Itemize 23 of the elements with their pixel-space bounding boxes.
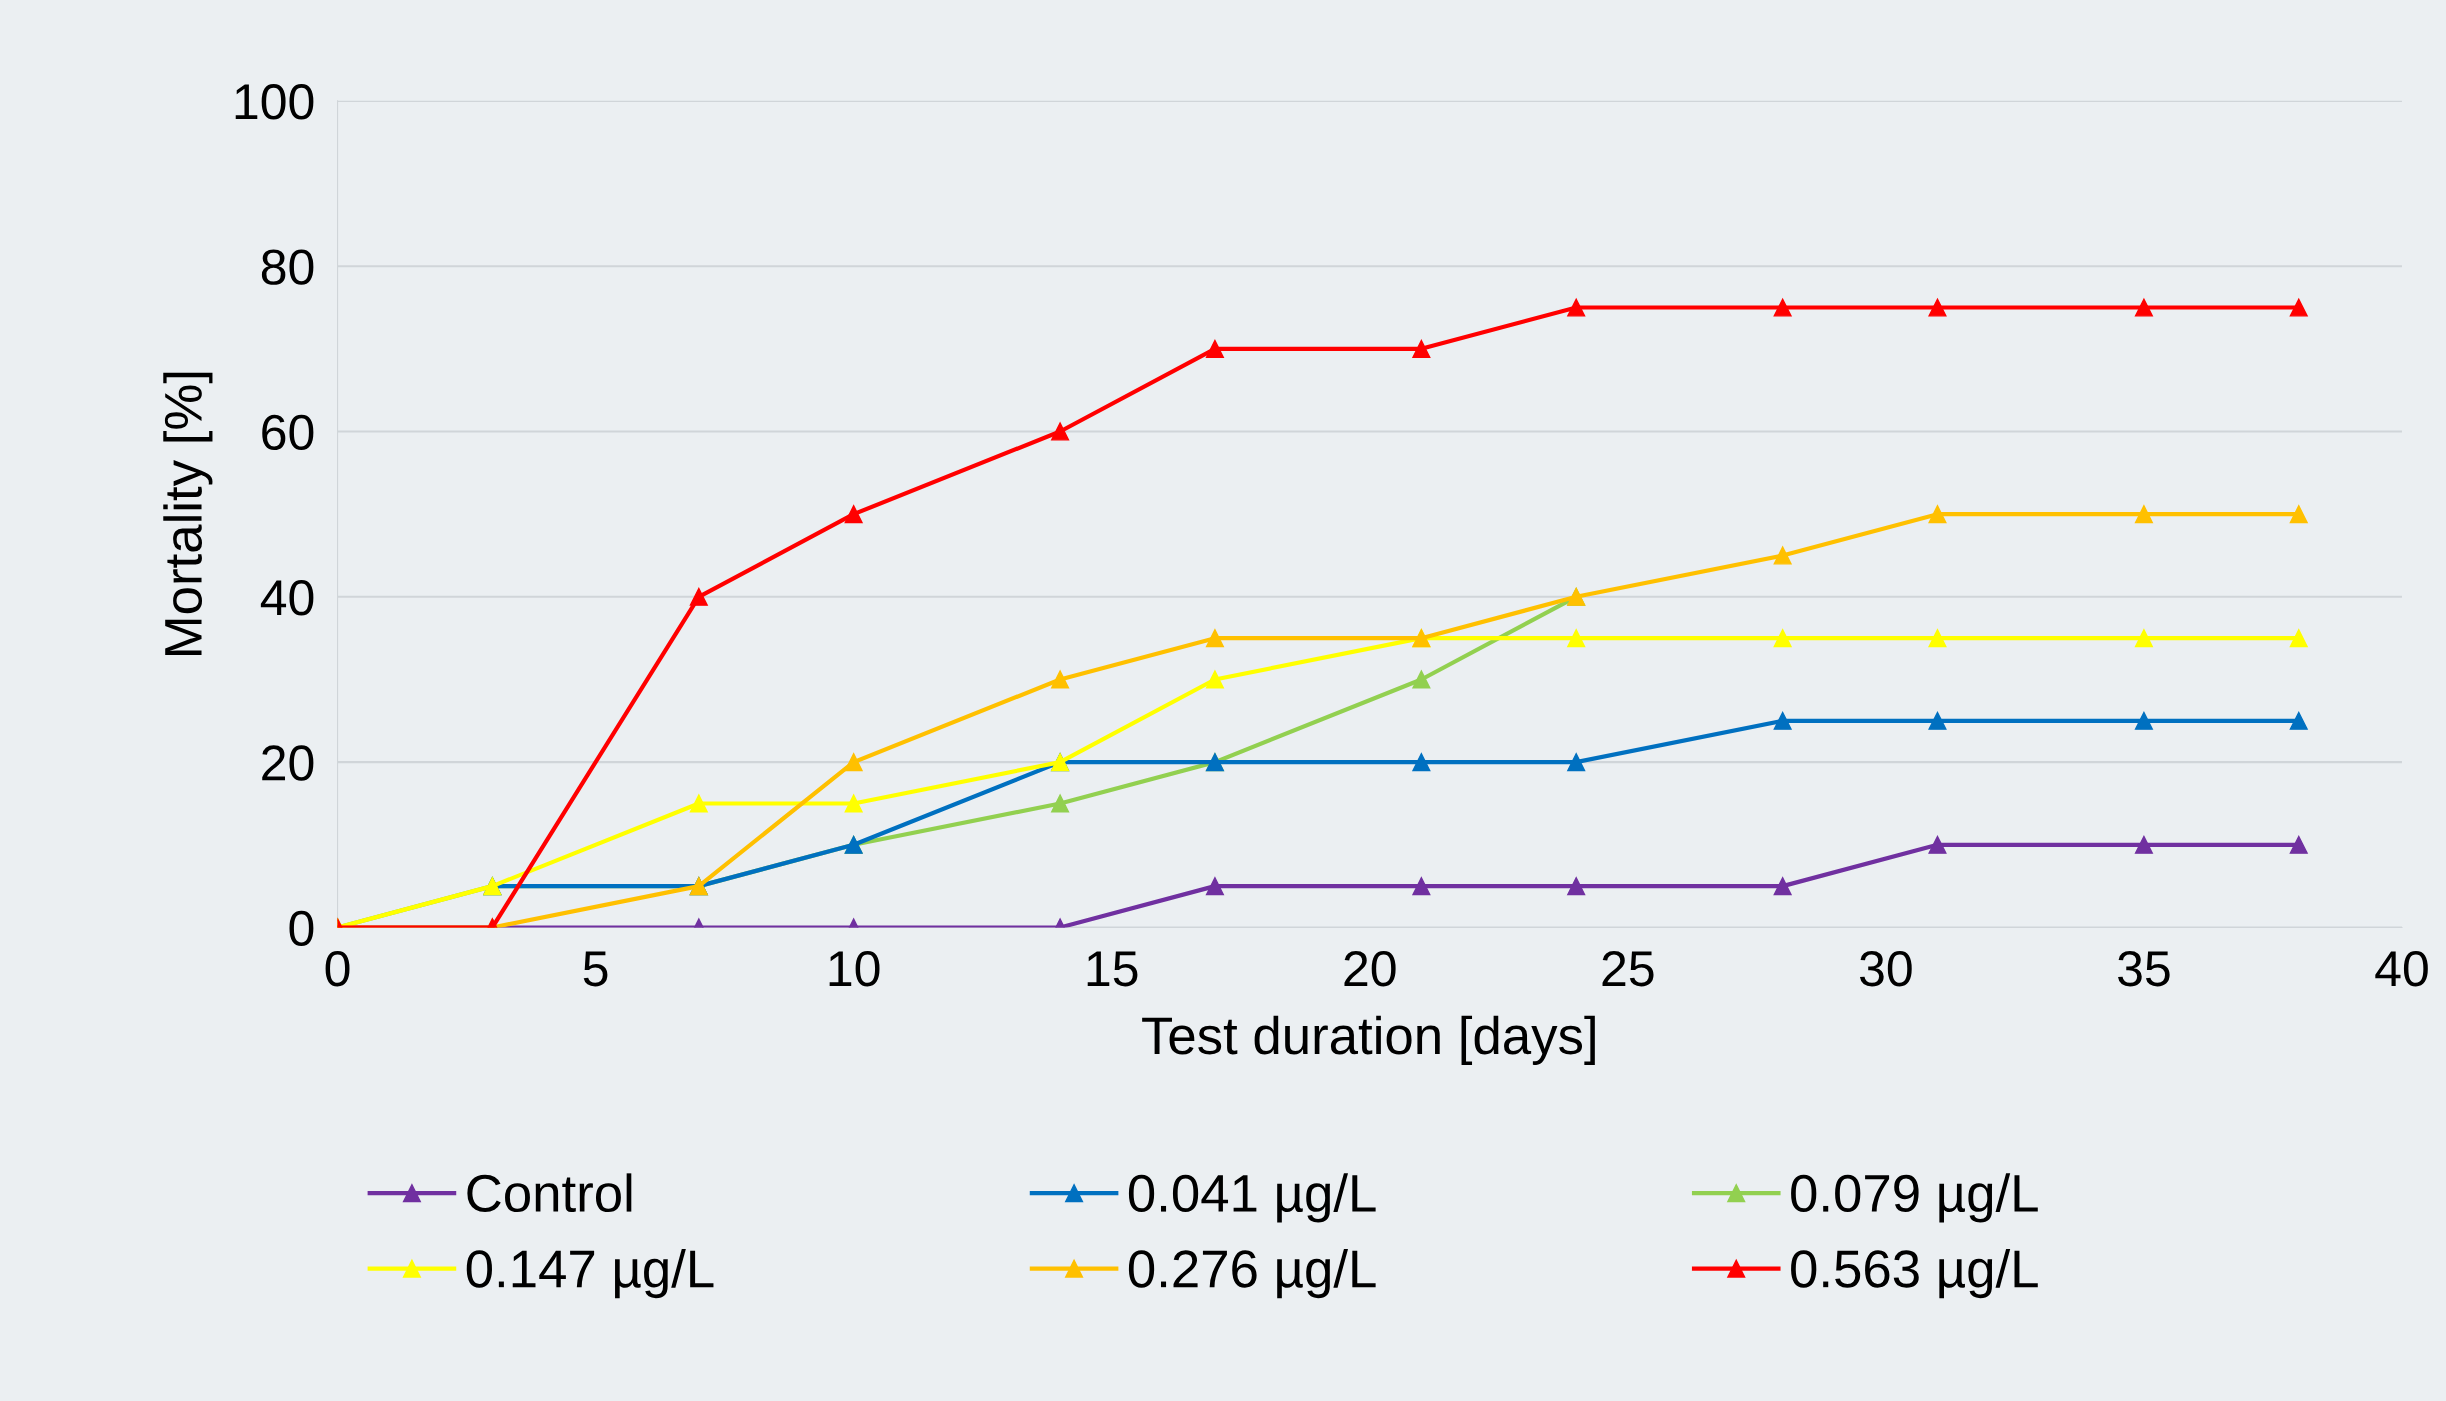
x-tick-label: 30 (1859, 951, 1912, 987)
x-axis-title: Test duration [days] (1142, 1015, 1595, 1065)
x-tick-label: 0 (325, 951, 350, 987)
legend-label: 0.276 µg/L (1128, 1248, 1376, 1299)
x-tick-label: 10 (829, 951, 880, 987)
x-tick-label: 5 (583, 951, 608, 987)
legend-label: 0.041 µg/L (1128, 1173, 1376, 1223)
y-tick-label: 80 (261, 249, 314, 285)
x-tick-label: 15 (1087, 951, 1138, 987)
y-tick-label: 40 (260, 580, 314, 616)
y-tick-label: 0 (289, 910, 314, 947)
legend-label: 0.079 µg/L (1791, 1173, 2038, 1223)
x-tick-label: 40 (2375, 951, 2428, 987)
legend-label: 0.147 µg/L (466, 1248, 714, 1299)
x-tick-label: 20 (1344, 951, 1396, 987)
x-tick-label: 35 (2118, 951, 2170, 987)
y-axis-title: Mortality [%] (163, 372, 213, 655)
x-tick-label: 25 (1602, 951, 1654, 987)
legend-label: 0.563 µg/L (1791, 1248, 2038, 1299)
y-tick-label: 100 (235, 84, 314, 120)
legend-label: Control (467, 1173, 632, 1213)
y-tick-label: 20 (262, 745, 314, 781)
y-tick-label: 60 (262, 414, 314, 451)
